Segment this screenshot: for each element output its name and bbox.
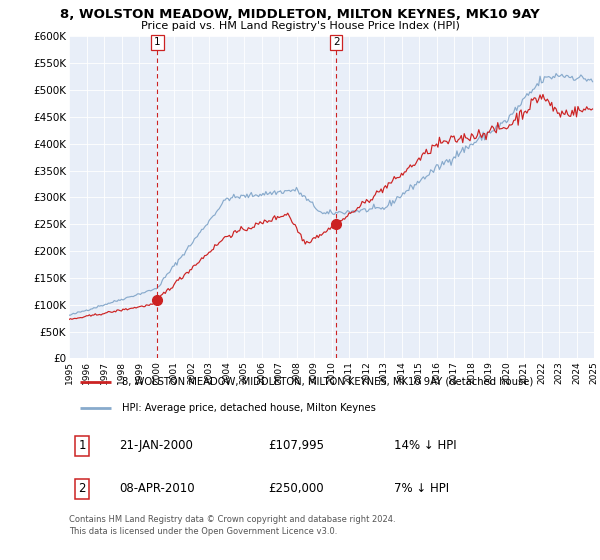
Text: £107,995: £107,995 [269,439,325,452]
Text: £250,000: £250,000 [269,483,324,496]
Text: 2: 2 [79,483,86,496]
Text: 8, WOLSTON MEADOW, MIDDLETON, MILTON KEYNES, MK10 9AY (detached house): 8, WOLSTON MEADOW, MIDDLETON, MILTON KEY… [121,377,533,387]
Text: 08-APR-2010: 08-APR-2010 [119,483,194,496]
Text: 21-JAN-2000: 21-JAN-2000 [119,439,193,452]
Bar [157,36,336,358]
Text: 14% ↓ HPI: 14% ↓ HPI [395,439,457,452]
Text: 7% ↓ HPI: 7% ↓ HPI [395,483,449,496]
Text: 1: 1 [79,439,86,452]
Text: 1: 1 [154,38,161,48]
Text: 2: 2 [333,38,340,48]
Text: Price paid vs. HM Land Registry's House Price Index (HPI): Price paid vs. HM Land Registry's House … [140,21,460,31]
Text: HPI: Average price, detached house, Milton Keynes: HPI: Average price, detached house, Milt… [121,403,376,413]
Text: 8, WOLSTON MEADOW, MIDDLETON, MILTON KEYNES, MK10 9AY: 8, WOLSTON MEADOW, MIDDLETON, MILTON KEY… [60,8,540,21]
Text: Contains HM Land Registry data © Crown copyright and database right 2024.
This d: Contains HM Land Registry data © Crown c… [69,515,395,536]
